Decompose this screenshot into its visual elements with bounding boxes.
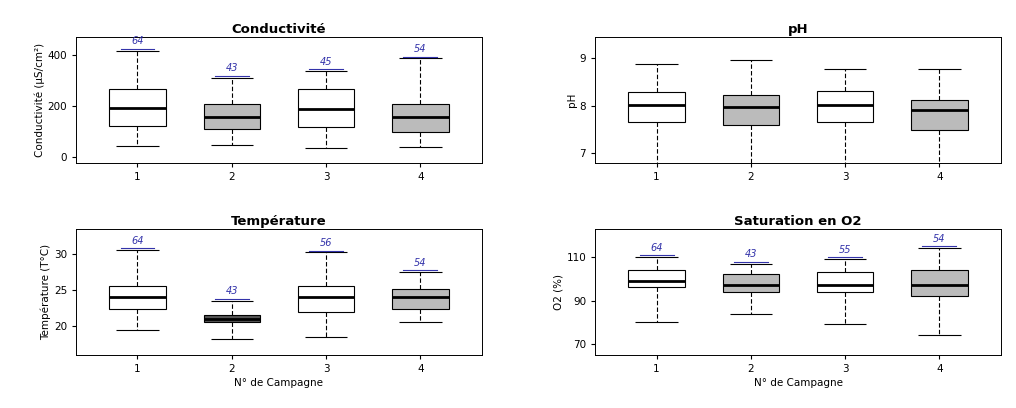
Text: 56: 56 [320,238,332,248]
Bar [109,89,166,126]
Text: 43: 43 [745,249,757,259]
Bar [722,275,779,292]
Bar [628,91,685,122]
Bar [817,91,874,122]
Text: 55: 55 [839,245,851,255]
Title: pH: pH [787,22,809,35]
Text: 45: 45 [320,57,332,67]
Text: 43: 43 [226,286,238,297]
Bar [817,272,874,292]
Text: 54: 54 [415,257,427,268]
Title: Saturation en O2: Saturation en O2 [735,215,862,228]
Text: 54: 54 [934,234,946,244]
Y-axis label: Température (T°C): Température (T°C) [41,244,51,340]
Text: 64: 64 [650,243,662,253]
Bar [298,89,355,127]
X-axis label: N° de Campagne: N° de Campagne [235,378,323,388]
Bar [628,270,685,288]
Y-axis label: pH: pH [567,93,577,107]
Bar [392,288,449,310]
X-axis label: N° de Campagne: N° de Campagne [754,378,842,388]
Bar [109,286,166,310]
Bar [203,315,260,322]
Bar [392,104,449,132]
Text: 64: 64 [131,36,143,47]
Bar [911,100,968,130]
Text: 54: 54 [415,44,427,54]
Bar [911,270,968,296]
Bar [298,286,355,312]
Bar [203,104,260,129]
Y-axis label: O2 (%): O2 (%) [554,274,564,310]
Y-axis label: Conductivité (µS/cm²): Conductivité (µS/cm²) [35,43,45,157]
Title: Conductivité: Conductivité [232,22,326,35]
Text: 43: 43 [226,63,238,73]
Title: Température: Température [232,215,327,228]
Text: 64: 64 [131,236,143,246]
Bar [722,95,779,125]
